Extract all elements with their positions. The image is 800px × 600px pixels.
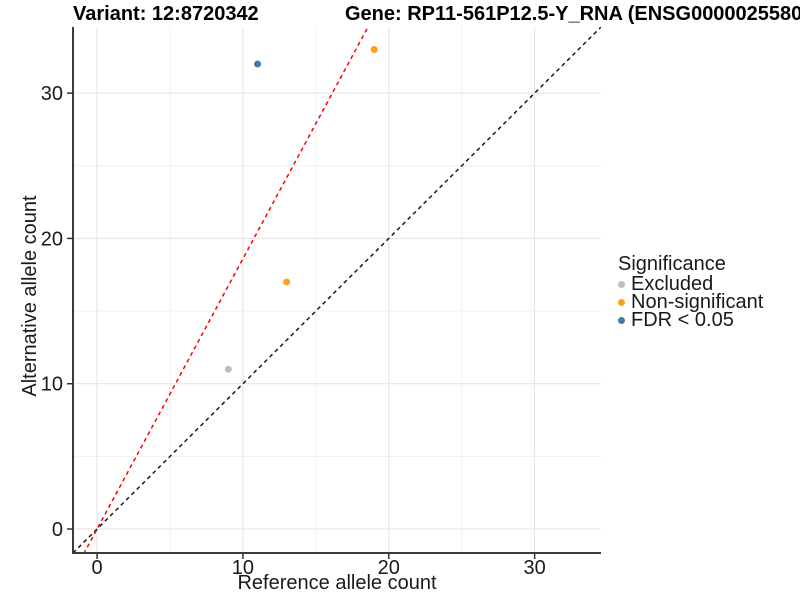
data-point-non-significant: [283, 278, 291, 286]
y-tick-label: 10: [41, 374, 63, 396]
x-tick-label: 0: [92, 557, 103, 579]
legend-item-non-significant: Non-significant: [618, 291, 764, 313]
panel-group: 0 10 20 30 0 10 20 30: [41, 27, 601, 579]
variant-title: Variant: 12:8720342: [73, 3, 259, 25]
data-point-fdr-0-05: [254, 60, 262, 68]
legend-title: Significance: [618, 253, 726, 275]
x-tick-label: 30: [524, 557, 546, 579]
legend-item-fdr: FDR < 0.05: [618, 309, 763, 331]
x-tick-label: 20: [378, 557, 400, 579]
fdr-dot-icon: [618, 316, 625, 324]
y-tick-label: 20: [41, 228, 63, 250]
non-significant-dot-icon: [618, 298, 625, 306]
legend-item-excluded: Excluded: [618, 273, 763, 295]
data-point-non-significant: [370, 46, 378, 54]
excluded-dot-icon: [618, 280, 625, 288]
y-tick-label: 0: [52, 519, 63, 541]
legend: Significance Excluded Non-significant FD…: [618, 253, 764, 331]
legend-item-label: Excluded: [631, 273, 714, 295]
x-tick-label: 10: [232, 557, 254, 579]
legend-item-label: Non-significant: [631, 291, 764, 313]
data-point-excluded: [224, 365, 232, 373]
identity-line: [73, 27, 601, 553]
x-axis-title: Reference allele count: [237, 572, 437, 594]
y-tick-label: 30: [41, 83, 63, 105]
gene-title: Gene: RP11-561P12.5-Y_RNA (ENSG000002558…: [345, 3, 800, 25]
expected-ratio-line: [83, 27, 369, 553]
legend-item-label: FDR < 0.05: [631, 309, 734, 331]
